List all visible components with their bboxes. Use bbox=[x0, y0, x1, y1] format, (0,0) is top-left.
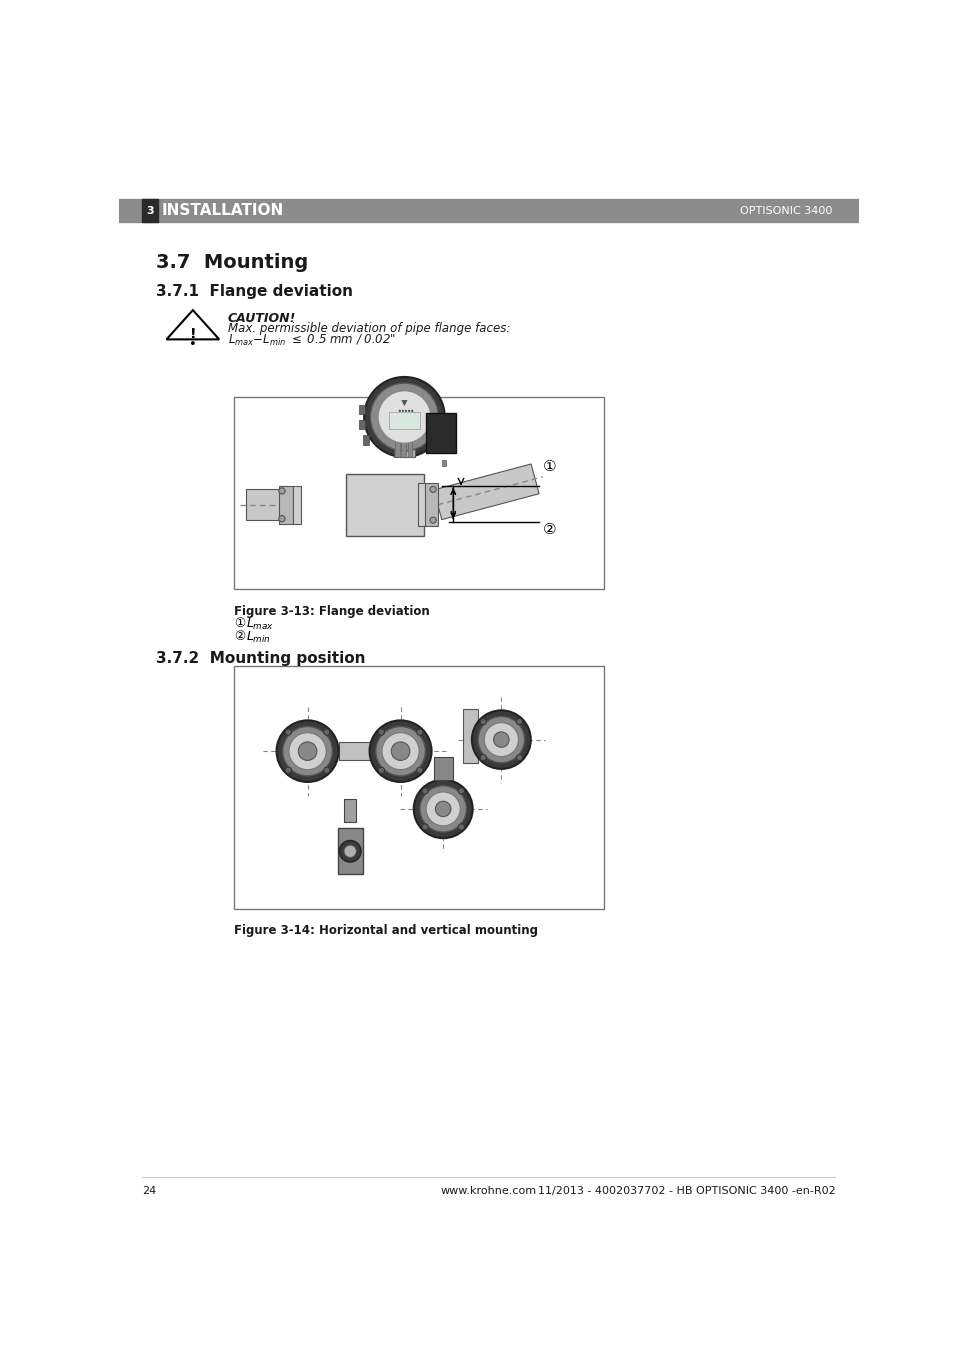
Circle shape bbox=[414, 780, 472, 838]
Bar bbox=[337, 828, 362, 874]
Bar bbox=[142, 199, 158, 222]
Bar bbox=[407, 440, 412, 457]
Text: $L_{min}$: $L_{min}$ bbox=[246, 630, 271, 644]
Circle shape bbox=[344, 846, 356, 858]
Circle shape bbox=[477, 716, 524, 763]
Polygon shape bbox=[401, 400, 407, 407]
Circle shape bbox=[416, 730, 422, 735]
Circle shape bbox=[408, 409, 410, 412]
Circle shape bbox=[364, 377, 444, 457]
Circle shape bbox=[472, 711, 530, 769]
Text: ②: ② bbox=[233, 630, 245, 643]
Text: ①: ① bbox=[233, 617, 245, 630]
Text: 3.7.2  Mounting position: 3.7.2 Mounting position bbox=[156, 651, 366, 666]
Bar bbox=[394, 440, 415, 457]
Bar bbox=[358, 405, 365, 413]
Circle shape bbox=[375, 727, 425, 775]
Bar bbox=[344, 798, 356, 821]
Circle shape bbox=[323, 767, 330, 773]
Bar bbox=[293, 485, 300, 524]
Bar bbox=[395, 440, 399, 457]
Circle shape bbox=[378, 767, 384, 773]
Bar bbox=[358, 420, 365, 430]
Circle shape bbox=[419, 786, 466, 832]
Polygon shape bbox=[434, 463, 538, 520]
Bar bbox=[423, 484, 437, 526]
Circle shape bbox=[404, 409, 407, 412]
Circle shape bbox=[298, 742, 316, 761]
Bar bbox=[278, 485, 293, 524]
Text: ②: ② bbox=[542, 521, 556, 536]
Text: 24: 24 bbox=[142, 1186, 156, 1196]
Circle shape bbox=[339, 840, 360, 862]
Circle shape bbox=[285, 730, 292, 735]
Circle shape bbox=[370, 384, 438, 451]
Text: Figure 3-14: Horizontal and vertical mounting: Figure 3-14: Horizontal and vertical mou… bbox=[233, 924, 537, 938]
Bar bbox=[441, 461, 446, 466]
Circle shape bbox=[285, 767, 292, 773]
Text: $L_{max}$: $L_{max}$ bbox=[246, 617, 274, 632]
Circle shape bbox=[479, 719, 486, 724]
Bar bbox=[462, 709, 477, 763]
Circle shape bbox=[493, 732, 509, 747]
Circle shape bbox=[516, 754, 522, 761]
Circle shape bbox=[289, 732, 326, 770]
Circle shape bbox=[377, 390, 431, 443]
Circle shape bbox=[435, 801, 451, 816]
Text: 3.7.1  Flange deviation: 3.7.1 Flange deviation bbox=[156, 284, 353, 299]
Text: !: ! bbox=[190, 327, 196, 340]
Circle shape bbox=[378, 730, 384, 735]
Circle shape bbox=[457, 788, 464, 794]
Bar bbox=[119, 199, 858, 222]
Circle shape bbox=[484, 723, 517, 757]
Circle shape bbox=[191, 342, 194, 345]
Circle shape bbox=[416, 767, 422, 773]
Bar bbox=[434, 757, 452, 780]
Circle shape bbox=[398, 409, 400, 412]
Circle shape bbox=[369, 720, 431, 782]
Circle shape bbox=[401, 409, 404, 412]
Text: Max. permissible deviation of pipe flange faces:: Max. permissible deviation of pipe flang… bbox=[228, 323, 510, 335]
Text: $\mathit{L}_{max}$$\mathit{ - L}_{min}$ $\leq$ 0.5 mm / 0.02": $\mathit{L}_{max}$$\mathit{ - L}_{min}$ … bbox=[228, 334, 395, 349]
Circle shape bbox=[282, 727, 332, 775]
Bar bbox=[346, 474, 423, 535]
Text: ①: ① bbox=[542, 459, 556, 474]
Circle shape bbox=[479, 754, 486, 761]
Circle shape bbox=[278, 516, 285, 521]
Circle shape bbox=[426, 792, 459, 825]
Bar bbox=[417, 484, 425, 526]
Bar bbox=[233, 666, 603, 909]
Bar bbox=[362, 435, 369, 444]
Text: 11/2013 - 4002037702 - HB OPTISONIC 3400 -en-R02: 11/2013 - 4002037702 - HB OPTISONIC 3400… bbox=[537, 1186, 835, 1196]
Circle shape bbox=[421, 788, 428, 794]
Text: INSTALLATION: INSTALLATION bbox=[162, 203, 284, 218]
Text: 3.7  Mounting: 3.7 Mounting bbox=[156, 253, 309, 272]
Circle shape bbox=[516, 719, 522, 724]
Circle shape bbox=[323, 730, 330, 735]
Circle shape bbox=[411, 409, 413, 412]
Circle shape bbox=[430, 486, 436, 493]
Bar bbox=[245, 489, 292, 520]
Circle shape bbox=[430, 517, 436, 523]
Bar bbox=[233, 397, 603, 589]
Bar bbox=[426, 413, 456, 453]
Bar bbox=[338, 742, 369, 761]
Circle shape bbox=[278, 488, 285, 494]
Text: Figure 3-13: Flange deviation: Figure 3-13: Flange deviation bbox=[233, 605, 429, 617]
Circle shape bbox=[381, 732, 418, 770]
Text: 3: 3 bbox=[146, 205, 153, 216]
Text: OPTISONIC 3400: OPTISONIC 3400 bbox=[740, 205, 831, 216]
Circle shape bbox=[457, 824, 464, 830]
Bar bbox=[401, 440, 406, 457]
Text: CAUTION!: CAUTION! bbox=[228, 312, 295, 324]
Bar bbox=[389, 412, 419, 428]
Text: www.krohne.com: www.krohne.com bbox=[440, 1186, 537, 1196]
Circle shape bbox=[391, 742, 410, 761]
Circle shape bbox=[421, 824, 428, 830]
Circle shape bbox=[276, 720, 338, 782]
